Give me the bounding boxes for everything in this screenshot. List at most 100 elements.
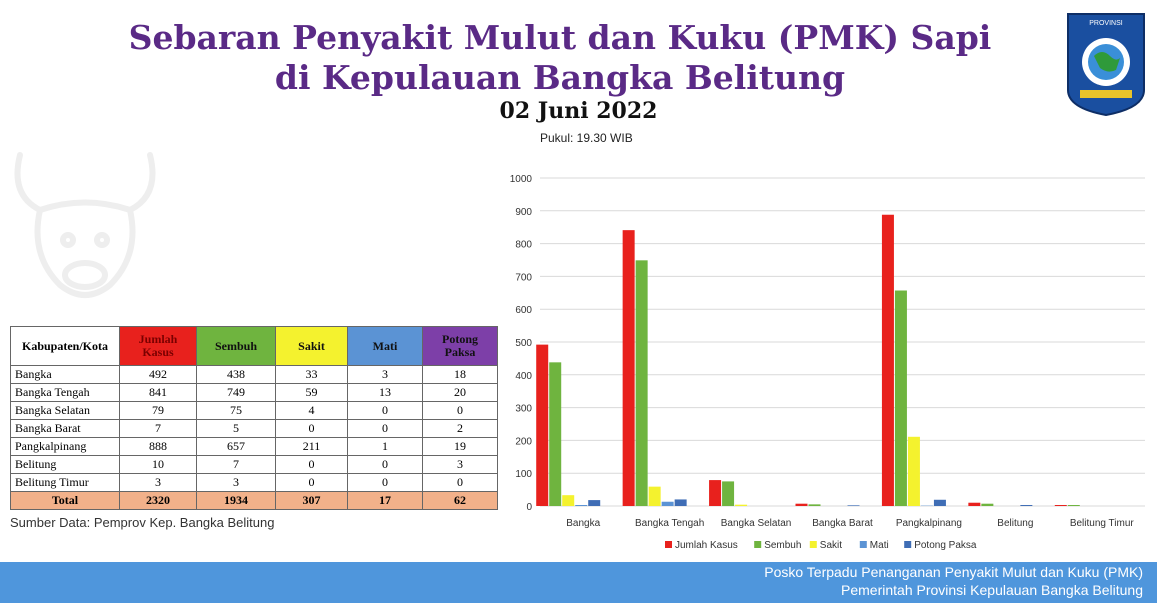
bar [968, 502, 981, 506]
bar-chart: 0 100 200 300 400 500 600 700 800 900 1000 Bangka Ba… [510, 174, 1145, 551]
region-cell: Bangka Selatan [10, 401, 120, 420]
value-cell: 211 [275, 437, 348, 456]
value-cell: 888 [119, 437, 197, 456]
bar [907, 436, 920, 506]
y-tick-label: 600 [515, 305, 532, 316]
value-cell: 4 [275, 401, 348, 420]
table-row: Bangka Tengah 841 749 59 13 20 [10, 383, 498, 402]
value-cell: 7 [196, 455, 276, 474]
table-row: Bangka Selatan 79 75 4 0 0 [10, 401, 498, 420]
bar [808, 504, 821, 506]
data-table: Kabupaten/Kota Jumlah Kasus Sembuh Sakit… [10, 326, 498, 510]
value-cell: 5 [196, 419, 276, 438]
value-cell: 20 [422, 383, 498, 402]
table-row: Belitung 10 7 0 0 3 [10, 455, 498, 474]
x-tick-label: Bangka Barat [812, 518, 873, 529]
value-cell: 75 [196, 401, 276, 420]
bar [648, 486, 661, 506]
y-tick-label: 0 [526, 502, 532, 513]
total-cell: 17 [347, 491, 423, 510]
y-tick-label: 100 [515, 469, 532, 480]
header-cell: Sembuh [196, 326, 276, 366]
header-cell: Jumlah Kasus [119, 326, 197, 366]
value-cell: 492 [119, 365, 197, 384]
title-line-1: Sebaran Penyakit Mulut dan Kuku (PMK) Sa… [128, 18, 992, 57]
bar [894, 290, 907, 506]
x-tick-label: Pangkalpinang [896, 518, 962, 529]
y-tick-label: 800 [515, 240, 532, 251]
x-tick-label: Belitung [997, 518, 1033, 529]
value-cell: 33 [275, 365, 348, 384]
legend-swatch [859, 541, 867, 548]
province-logo: PROVINSI [1067, 13, 1145, 117]
x-tick-label: Bangka [566, 518, 600, 529]
footer-bar: Posko Terpadu Penanganan Penyakit Mulut … [0, 562, 1157, 603]
y-tick-label: 200 [515, 436, 532, 447]
x-tick-label: Belitung Timur [1070, 518, 1135, 529]
header-cell: Mati [347, 326, 423, 366]
region-cell: Belitung Timur [10, 473, 120, 492]
value-cell: 79 [119, 401, 197, 420]
table-row: Belitung Timur 3 3 0 0 0 [10, 473, 498, 492]
total-cell: 2320 [119, 491, 197, 510]
value-cell: 0 [275, 419, 348, 438]
bar [635, 260, 648, 506]
bar [722, 481, 735, 506]
data-source: Sumber Data: Pemprov Kep. Bangka Belitun… [10, 515, 275, 530]
y-tick-label: 500 [515, 338, 532, 349]
value-cell: 7 [119, 419, 197, 438]
footer-line-1: Posko Terpadu Penanganan Penyakit Mulut … [764, 564, 1143, 580]
header-cell: Potong Paksa [422, 326, 498, 366]
value-cell: 0 [347, 455, 423, 474]
total-cell: 307 [275, 491, 348, 510]
value-cell: 0 [422, 473, 498, 492]
legend-entry: Potong Paksa [914, 540, 977, 551]
value-cell: 59 [275, 383, 348, 402]
value-cell: 0 [275, 455, 348, 474]
legend-entry: Sembuh [764, 540, 801, 551]
x-tick-label: Bangka Tengah [635, 518, 704, 529]
value-cell: 10 [119, 455, 197, 474]
value-cell: 18 [422, 365, 498, 384]
legend-entry: Jumlah Kasus [675, 540, 738, 551]
region-cell: Pangkalpinang [10, 437, 120, 456]
legend-swatch [809, 541, 817, 548]
y-tick-label: 900 [515, 207, 532, 218]
report-date: 02 Juni 2022 [499, 98, 658, 124]
bar [674, 499, 687, 506]
legend-swatch [665, 541, 672, 548]
value-cell: 0 [347, 419, 423, 438]
table-row: Bangka 492 438 33 3 18 [10, 365, 498, 384]
total-cell: 1934 [196, 491, 276, 510]
region-cell: Bangka Barat [10, 419, 120, 438]
bar [1067, 505, 1080, 506]
value-cell: 13 [347, 383, 423, 402]
cow-watermark-icon [14, 152, 156, 298]
value-cell: 1 [347, 437, 423, 456]
bar [536, 344, 549, 506]
bar [1054, 505, 1067, 506]
value-cell: 841 [119, 383, 197, 402]
total-row: Total 2320 1934 307 17 62 [10, 491, 498, 510]
value-cell: 0 [275, 473, 348, 492]
value-cell: 3 [422, 455, 498, 474]
value-cell: 0 [347, 473, 423, 492]
legend-entry: Mati [870, 540, 889, 551]
region-cell: Bangka [10, 365, 120, 384]
total-cell: 62 [422, 491, 498, 510]
region-cell: Bangka Tengah [10, 383, 120, 402]
footer-line-2: Pemerintah Provinsi Kepulauan Bangka Bel… [841, 582, 1143, 598]
header-cell: Sakit [275, 326, 348, 366]
header-cell: Kabupaten/Kota [10, 326, 120, 366]
bar [981, 503, 994, 506]
bar [735, 504, 748, 506]
y-tick-label: 700 [515, 272, 532, 283]
title-line-2: di Kepulauan Bangka Belitung [274, 58, 846, 97]
value-cell: 657 [196, 437, 276, 456]
legend-swatch [754, 541, 762, 548]
bar [933, 499, 946, 506]
bar [575, 505, 588, 506]
value-cell: 3 [196, 473, 276, 492]
region-cell: Belitung [10, 455, 120, 474]
bar [795, 503, 808, 506]
